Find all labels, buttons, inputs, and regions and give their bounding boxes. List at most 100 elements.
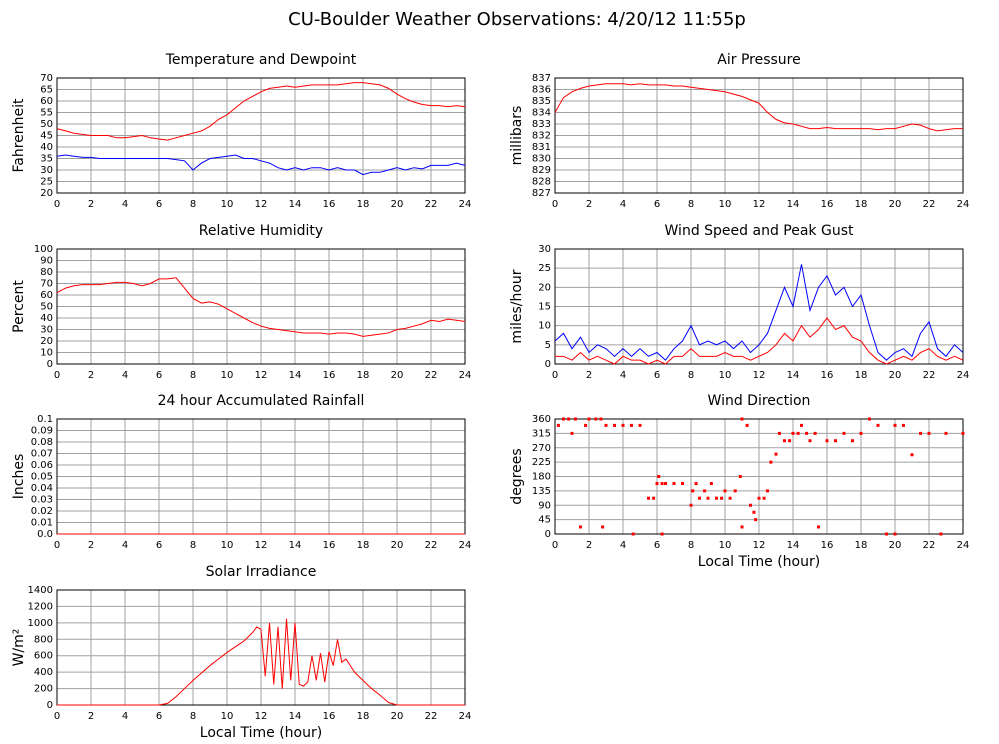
x-tick-label: 6 <box>156 711 162 722</box>
y-tick-label: 100 <box>34 244 53 255</box>
data-point <box>749 503 752 507</box>
x-tick-label: 10 <box>221 199 234 210</box>
x-tick-label: 0 <box>54 711 60 722</box>
x-tick-label: 16 <box>821 199 834 210</box>
chart-title: Solar Irradiance <box>206 564 317 580</box>
x-tick-label: 14 <box>289 711 302 722</box>
chart-panel: 0 2 4 6 8 10 12 14 16 18 20 22 240.00.010.020.030.04… <box>11 393 471 551</box>
y-tick-label: 0.04 <box>31 483 53 494</box>
x-tick-label: 12 <box>255 711 268 722</box>
x-tick-label: 10 <box>719 199 732 210</box>
data-point <box>910 453 914 457</box>
y-tick-label: 0.09 <box>31 426 53 437</box>
data-point <box>567 417 571 421</box>
x-tick-label: 14 <box>787 199 800 210</box>
y-tick-label: 10 <box>538 321 551 332</box>
plot-frame <box>554 248 964 365</box>
x-tick-label: 8 <box>688 199 694 210</box>
x-tick-label: 6 <box>156 370 162 381</box>
data-point <box>788 439 792 443</box>
data-point <box>604 423 608 427</box>
data-point <box>834 439 837 443</box>
data-point <box>630 423 633 427</box>
x-tick-label: 6 <box>654 540 660 551</box>
data-line <box>57 618 465 706</box>
data-point <box>738 475 742 478</box>
data-point <box>796 431 800 435</box>
data-point <box>800 423 803 427</box>
plot-frame <box>56 77 466 194</box>
x-tick-label: 18 <box>855 370 868 381</box>
x-tick-label: 20 <box>391 540 404 551</box>
y-tick-label: 834 <box>532 108 551 119</box>
y-tick-label: 829 <box>532 165 551 176</box>
data-point <box>594 417 598 421</box>
x-tick-label: 22 <box>425 199 438 210</box>
y-tick-label: 180 <box>532 472 551 483</box>
x-tick-label: 16 <box>821 540 834 551</box>
x-tick-label: 6 <box>156 199 162 210</box>
x-tick-label: 18 <box>855 199 868 210</box>
y-tick-label: 25 <box>538 263 551 274</box>
data-line <box>554 83 963 132</box>
data-point <box>621 423 625 427</box>
data-point <box>709 482 713 486</box>
data-point <box>805 431 809 435</box>
x-tick-label: 8 <box>190 370 196 381</box>
data-point <box>672 482 676 486</box>
data-point <box>893 532 897 536</box>
x-tick-label: 20 <box>391 370 404 381</box>
chart-title: Wind Direction <box>708 393 811 409</box>
data-point <box>944 431 948 435</box>
y-tick-label: 90 <box>538 500 551 511</box>
y-tick-label: 360 <box>532 414 551 425</box>
x-tick-label: 10 <box>719 370 732 381</box>
data-point <box>774 452 778 456</box>
y-tick-label: 40 <box>40 142 53 153</box>
x-tick-label: 16 <box>323 540 336 551</box>
data-point <box>733 489 737 493</box>
data-point <box>556 423 560 427</box>
data-point <box>689 503 693 507</box>
y-tick-label: 800 <box>34 634 53 645</box>
data-point <box>694 482 698 486</box>
y-tick-label: 1000 <box>28 618 53 629</box>
x-tick-label: 18 <box>855 540 868 551</box>
y-tick-label: 135 <box>532 486 551 497</box>
x-axis-label: Local Time (hour) <box>200 725 322 741</box>
x-tick-label: 4 <box>122 540 128 551</box>
data-point <box>927 431 931 435</box>
data-point <box>740 525 744 529</box>
y-tick-label: 0.08 <box>31 437 53 448</box>
y-axis-label: Fahrenheit <box>11 98 27 173</box>
x-tick-label: 4 <box>620 370 626 381</box>
data-point <box>723 489 727 493</box>
data-point <box>655 482 659 486</box>
data-point <box>885 532 888 536</box>
x-tick-label: 22 <box>425 370 438 381</box>
chart-title: Wind Speed and Peak Gust <box>665 223 854 239</box>
data-point <box>715 496 718 500</box>
chart-title: 24 hour Accumulated Rainfall <box>158 393 365 409</box>
y-tick-label: 0.06 <box>31 460 53 471</box>
page-title: CU-Boulder Weather Observations: 4/20/12… <box>288 9 746 30</box>
x-tick-label: 10 <box>719 540 732 551</box>
x-tick-label: 18 <box>357 540 370 551</box>
data-point <box>698 496 701 500</box>
x-tick-label: 12 <box>753 370 766 381</box>
data-point <box>868 417 871 421</box>
x-tick-label: 10 <box>221 711 234 722</box>
y-axis-label: millibars <box>509 106 525 166</box>
data-point <box>740 417 744 421</box>
data-point <box>769 460 773 464</box>
data-point <box>647 496 650 500</box>
data-point <box>601 525 605 529</box>
x-tick-label: 16 <box>323 199 336 210</box>
x-tick-label: 16 <box>323 711 336 722</box>
data-line <box>554 264 964 361</box>
y-tick-label: 45 <box>538 515 551 526</box>
x-tick-label: 8 <box>688 540 694 551</box>
y-tick-label: 0.05 <box>31 472 53 483</box>
